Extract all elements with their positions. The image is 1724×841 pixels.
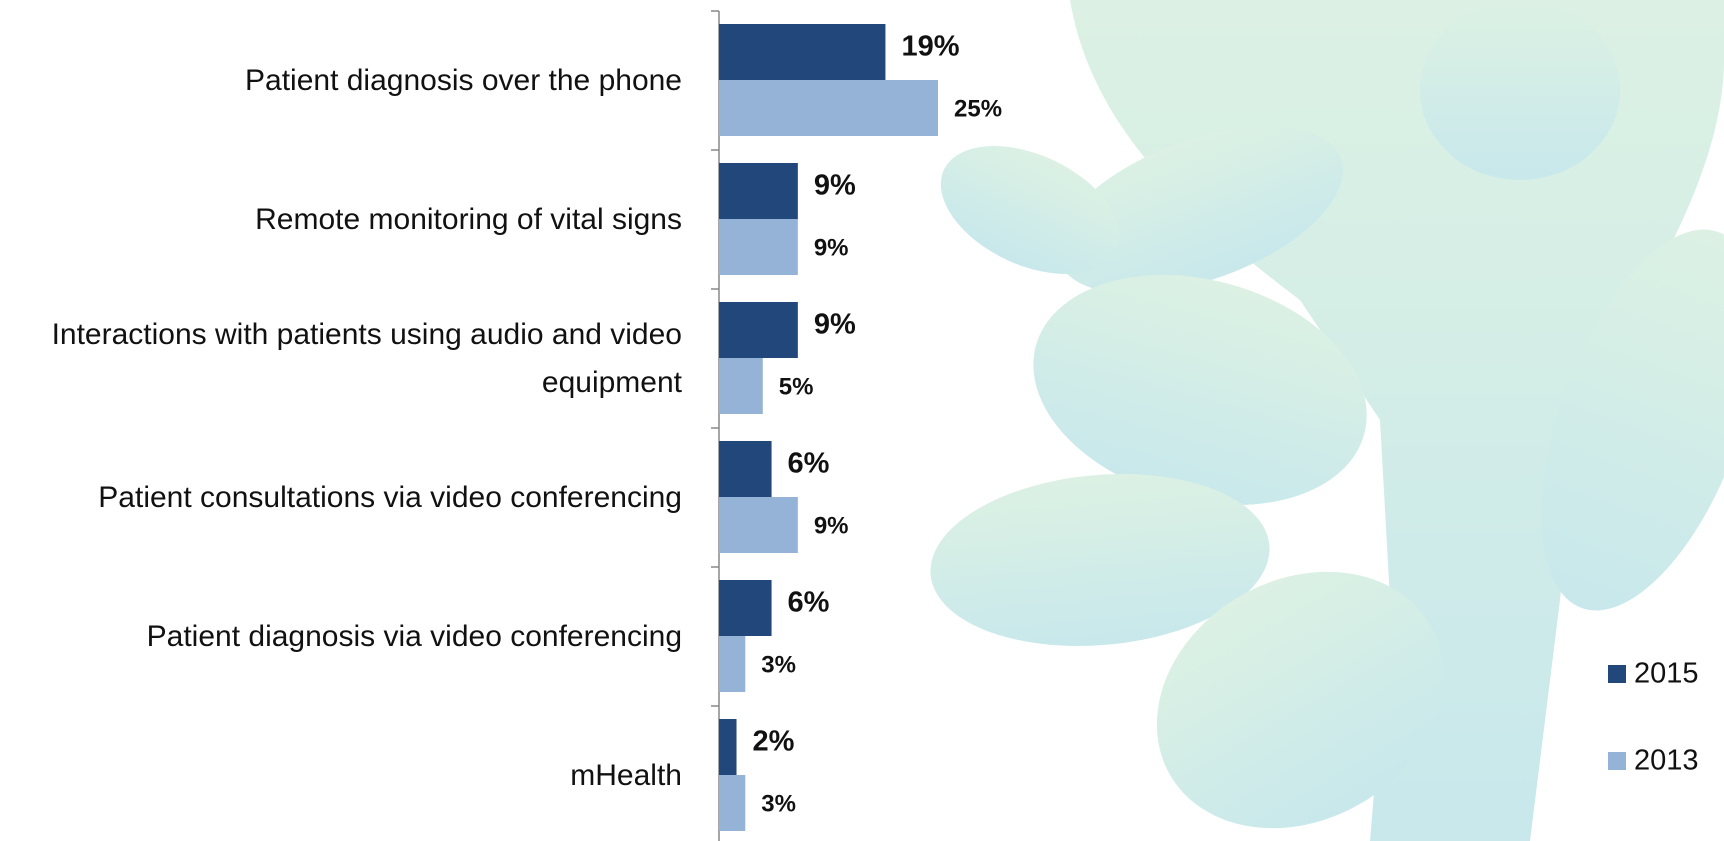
bar xyxy=(719,719,737,775)
category-label: Patient diagnosis over the phone xyxy=(245,63,682,97)
value-label: 9% xyxy=(814,512,849,539)
legend-swatch xyxy=(1608,665,1626,683)
legend-swatch xyxy=(1608,752,1626,770)
category-label: Patient diagnosis via video conferencing xyxy=(146,619,682,653)
value-label: 9% xyxy=(814,170,856,202)
value-label: 3% xyxy=(761,651,796,678)
value-label: 9% xyxy=(814,234,849,261)
bar xyxy=(719,219,798,275)
category-label: Interactions with patients using audio a… xyxy=(51,317,682,399)
bar xyxy=(719,358,763,414)
bar xyxy=(719,580,772,636)
value-label: 25% xyxy=(954,95,1002,122)
bar xyxy=(719,775,746,831)
value-label: 9% xyxy=(814,309,856,341)
bar xyxy=(719,80,938,136)
value-label: 6% xyxy=(788,448,830,480)
value-label: 2% xyxy=(753,726,795,758)
value-label: 6% xyxy=(788,587,830,619)
legend-label: 2013 xyxy=(1634,745,1699,777)
value-label: 19% xyxy=(901,31,959,63)
bar xyxy=(719,497,798,553)
bar xyxy=(719,24,886,80)
bar xyxy=(719,302,798,358)
category-label: Remote monitoring of vital signs xyxy=(255,202,682,236)
bar xyxy=(719,636,746,692)
bar xyxy=(719,163,798,219)
background-tree xyxy=(930,0,1724,841)
category-label: Patient consultations via video conferen… xyxy=(98,480,682,514)
value-label: 3% xyxy=(761,790,796,817)
value-label: 5% xyxy=(779,373,814,400)
legend-label: 2015 xyxy=(1634,658,1699,690)
category-label: mHealth xyxy=(570,758,682,792)
bar xyxy=(719,441,772,497)
